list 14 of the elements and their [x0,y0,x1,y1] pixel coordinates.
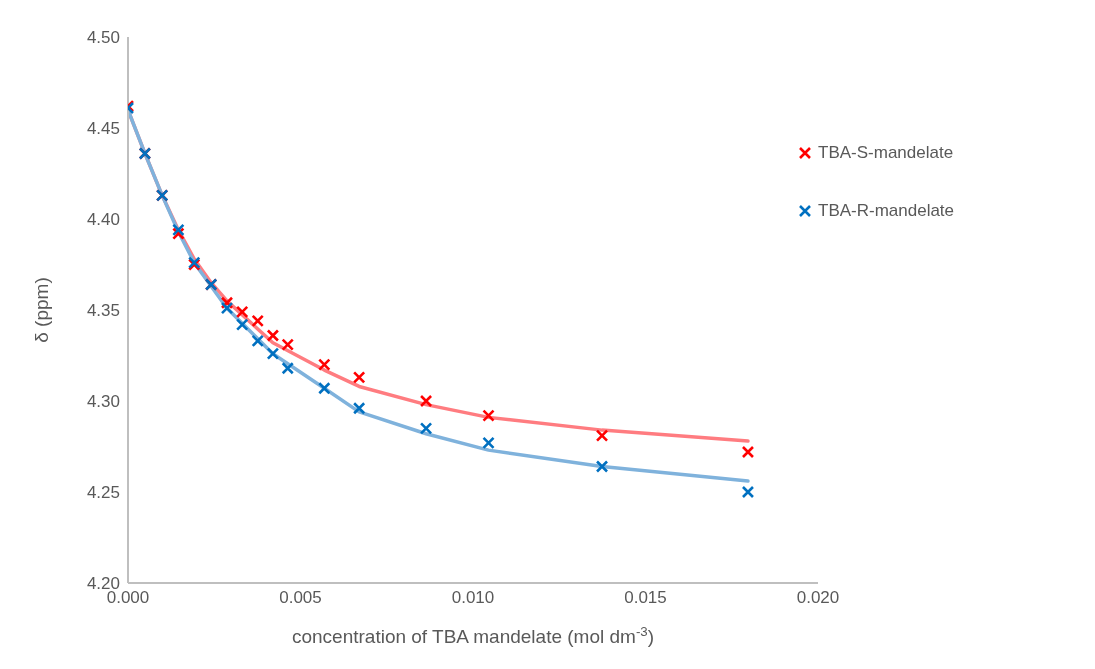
x-tick-label: 0.015 [624,588,667,608]
y-tick-label: 4.25 [86,483,120,503]
y-tick-label: 4.50 [86,28,120,48]
y-axis-title: δ (ppm) [31,277,52,343]
x-tick-label: 0.005 [279,588,322,608]
legend-label: TBA-R-mandelate [818,200,955,221]
y-tick-label: 4.30 [86,392,120,412]
y-tick-label: 4.45 [86,119,120,139]
x-tick-label: 0.020 [796,588,840,608]
x-tick-label: 0.010 [451,588,495,608]
legend-label: TBA-S-mandelate [818,142,954,163]
x-axis-title: concentration of TBA mandelate (mol dm$^{-3}$) [291,623,655,647]
y-tick-label: 4.40 [86,210,120,230]
y-tick-label: 4.35 [86,301,120,321]
